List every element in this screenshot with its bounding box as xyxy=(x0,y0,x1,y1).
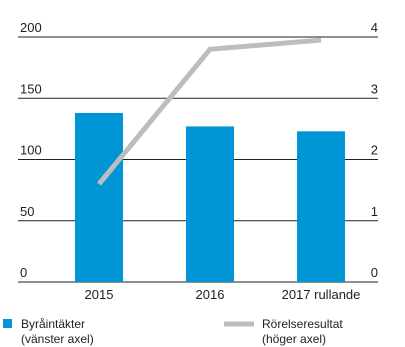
line-rorelseresultat xyxy=(97,37,322,186)
y-left-tick-label: 50 xyxy=(20,204,34,219)
legend: Byråintäkter(vänster axel) Rörelseresulta… xyxy=(3,317,343,346)
y-right-tick-label: 4 xyxy=(371,20,378,35)
y-left-tick-label: 0 xyxy=(20,265,27,280)
legend-sublabel: (vänster axel) xyxy=(21,332,94,346)
category-labels: 2015 2016 2017 rullande xyxy=(85,287,361,302)
bar-2015 xyxy=(75,112,123,282)
y-left-tick-label: 200 xyxy=(20,20,42,35)
y-left-tick-label: 100 xyxy=(20,143,42,158)
legend-label: Byråintäkter xyxy=(21,317,85,331)
bars xyxy=(75,112,345,282)
y-right-tick-label: 0 xyxy=(371,265,378,280)
legend-sublabel: (höger axel) xyxy=(262,332,326,346)
y-left-tick-label: 150 xyxy=(20,81,42,96)
legend-swatch-byraintakter xyxy=(3,319,12,328)
legend-label: Rörelseresultat xyxy=(262,317,343,331)
line-series xyxy=(97,37,322,186)
y-right-tick-label: 1 xyxy=(371,204,378,219)
tick-labels: 0 0 50 1 100 2 150 3 200 4 xyxy=(20,20,378,280)
bar-2016 xyxy=(186,126,234,282)
category-label: 2016 xyxy=(196,287,225,302)
y-right-tick-label: 3 xyxy=(371,81,378,96)
bar-2017-rullande xyxy=(297,131,345,282)
category-label: 2017 rullande xyxy=(282,287,361,302)
y-right-tick-label: 2 xyxy=(371,143,378,158)
category-label: 2015 xyxy=(85,287,114,302)
